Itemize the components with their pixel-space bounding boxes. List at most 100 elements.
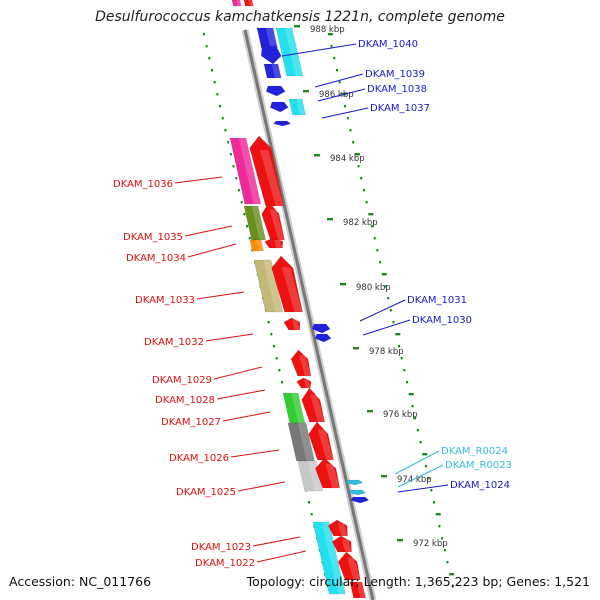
feature-highlight — [307, 461, 323, 491]
position-tick-label: 978 kbp — [369, 347, 404, 357]
label-leader — [397, 484, 449, 493]
ruler-dot — [397, 345, 400, 348]
ruler-dot — [360, 177, 363, 180]
ruler-dot — [430, 489, 433, 492]
ruler-dot — [221, 117, 224, 120]
ruler-dot — [208, 57, 211, 60]
feature-2222dd — [263, 63, 282, 79]
feature-highlight — [347, 557, 361, 580]
ruler-dot — [416, 429, 419, 432]
ruler-dot — [446, 561, 449, 564]
feature-ee1111 — [301, 387, 326, 423]
ruler-dot — [243, 213, 246, 216]
position-tick-label: 972 kbp — [413, 539, 448, 549]
feature-ee1111 — [271, 255, 303, 313]
ruler-dot — [272, 345, 275, 348]
ruler-dot — [414, 417, 417, 420]
gene-label-dkam_1031: DKAM_1031 — [407, 295, 467, 306]
ruler-dot — [435, 513, 441, 516]
label-leader — [281, 43, 357, 57]
feature-highlight — [341, 539, 352, 552]
ruler-dot — [362, 189, 365, 192]
ruler-dot — [424, 465, 427, 468]
ruler-dot — [237, 189, 240, 192]
feature-highlight — [325, 464, 340, 488]
feature-highlight — [297, 423, 315, 461]
ruler-dot — [248, 237, 251, 240]
ruler-dot — [346, 117, 349, 120]
ruler-dot — [400, 357, 403, 360]
gene-label-dkam_r0024: DKAM_R0024 — [441, 446, 508, 457]
feature-highlight — [248, 0, 254, 6]
feature-ee2a99 — [231, 0, 242, 7]
feature-highlight — [263, 260, 283, 312]
label-leader — [213, 366, 263, 380]
ruler-dot — [419, 441, 422, 444]
gene-labels: DKAM_1040 DKAM_1039 DKAM_1038 DKAM_1037 DKAM… — [113, 39, 512, 569]
ruler-dot — [278, 369, 281, 372]
label-leader — [359, 299, 406, 322]
ruler-dot — [357, 165, 360, 168]
label-leader — [317, 88, 366, 102]
position-tick-label: 986 kbp — [319, 90, 354, 100]
ruler-dot — [224, 129, 227, 132]
ruler-dot — [202, 33, 205, 36]
label-leader — [196, 291, 245, 300]
ruler-dot — [379, 261, 382, 264]
gene-label-dkam_1037: DKAM_1037 — [370, 103, 430, 114]
gene-label-dkam_r0023: DKAM_R0023 — [445, 460, 512, 471]
feature-highlight — [284, 28, 303, 76]
feature-2222dd — [265, 85, 286, 97]
ruler-dot — [240, 201, 243, 204]
feature-c2b877 — [253, 259, 284, 313]
feature-highlight — [259, 150, 284, 206]
ruler-dot — [371, 225, 374, 228]
major-tick — [303, 90, 309, 93]
feature-2222dd — [260, 45, 282, 65]
position-tick-label: 976 kbp — [383, 410, 418, 420]
position-tick-label: 974 kbp — [397, 475, 432, 485]
label-leader — [256, 550, 307, 563]
feature-highlight — [271, 64, 282, 78]
ruler-dot — [216, 93, 219, 96]
ruler-dot — [330, 45, 333, 48]
ruler-dot — [281, 381, 284, 384]
feature-ee1111 — [243, 0, 254, 7]
feature-highlight — [238, 138, 261, 204]
ruler-dot — [373, 237, 376, 240]
label-leader — [394, 450, 440, 475]
feature-ee1111 — [315, 457, 341, 489]
ruler-dot — [365, 201, 368, 204]
feature-ff8c00 — [249, 239, 264, 252]
ruler-dot — [333, 57, 336, 60]
ruler-dot — [210, 69, 213, 72]
ruler-dot — [422, 453, 428, 456]
feature-ee1111 — [331, 535, 352, 553]
feature-ee1111 — [283, 317, 301, 331]
label-leader — [222, 411, 271, 422]
major-tick — [294, 25, 300, 28]
ruler-dot — [381, 273, 387, 276]
feature-33bbdd — [345, 479, 364, 486]
label-leader — [174, 176, 223, 184]
feature-highlight — [296, 99, 306, 115]
ruler-dot — [389, 309, 392, 312]
ruler-dot — [411, 405, 414, 408]
gene-label-dkam_1034: DKAM_1034 — [126, 253, 186, 264]
label-leader — [397, 464, 444, 488]
feature-highlight — [251, 206, 266, 240]
ruler-dot — [205, 45, 208, 48]
feature-highlight — [269, 209, 285, 240]
feature-2222dd — [350, 496, 370, 504]
label-leader — [362, 319, 411, 336]
label-leader — [216, 389, 266, 400]
ruler-dot — [392, 321, 395, 324]
ruler-dot — [235, 177, 238, 180]
gene-label-dkam_1028: DKAM_1028 — [155, 395, 215, 406]
ruler-dot — [308, 501, 311, 504]
label-leader — [187, 243, 237, 258]
feature-ee1111 — [249, 135, 285, 207]
ruler-dot — [395, 333, 401, 336]
gene-label-dkam_1039: DKAM_1039 — [365, 69, 425, 80]
ruler-dot — [376, 249, 379, 252]
